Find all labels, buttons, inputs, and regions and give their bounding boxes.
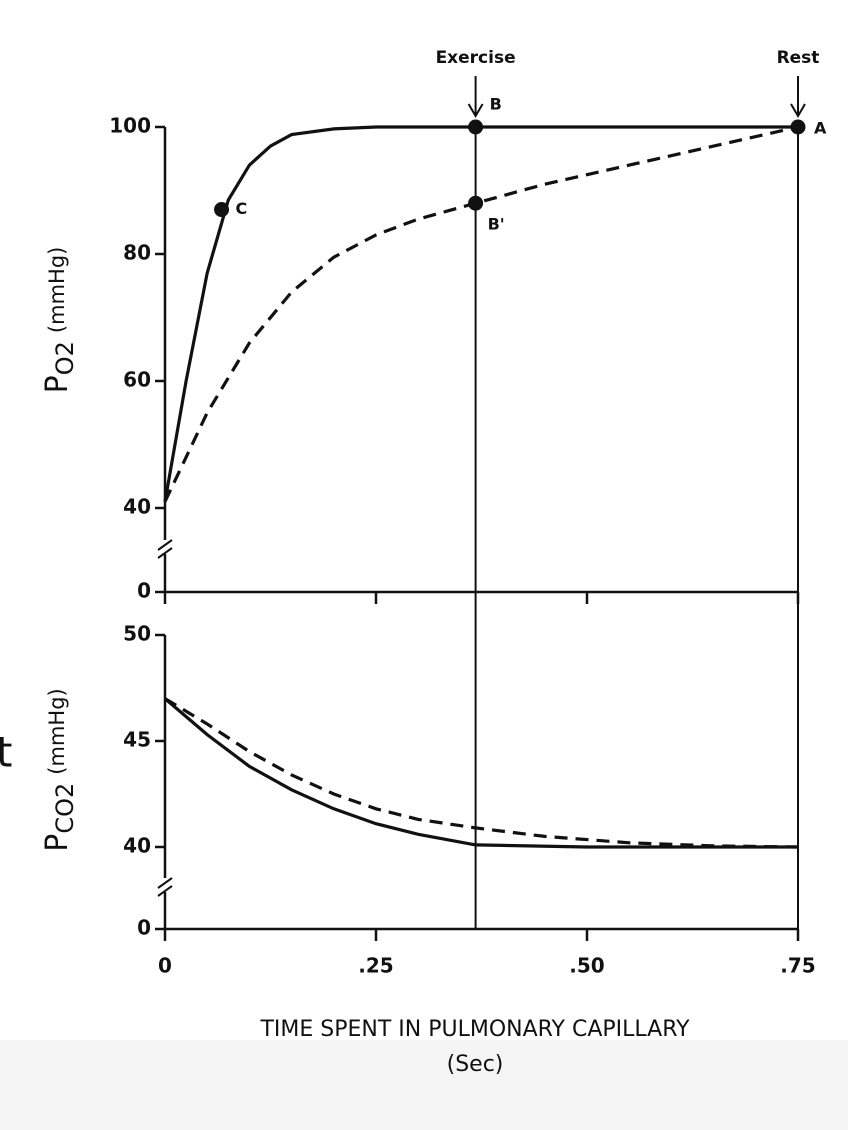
background [0, 0, 848, 1040]
x-axis-label: (Sec) [447, 1052, 504, 1077]
marker-arrowhead [467, 103, 484, 118]
point-label: C [236, 199, 248, 218]
axis-break [157, 885, 173, 897]
x-tick-label: 0 [158, 954, 172, 978]
y-label-subscript: CO2 [51, 783, 79, 834]
y-label-symbol: P [40, 834, 75, 852]
y-tick-label: 40 [123, 495, 151, 519]
y-tick-label: 80 [123, 241, 151, 265]
x-tick-label: .50 [569, 954, 604, 978]
y-label-unit: (mmHg) [45, 688, 69, 774]
y-tick-label: 0 [137, 916, 151, 940]
y-label-subscript: O2 [51, 341, 79, 375]
point-label: A [814, 119, 827, 138]
y-tick-label: 45 [123, 728, 151, 752]
y-tick-label: 0 [137, 579, 151, 603]
x-tick-label: .25 [358, 954, 393, 978]
axis-break [157, 547, 173, 559]
x-axis-label: TIME SPENT IN PULMONARY CAPILLARY [259, 1017, 690, 1042]
line-series [163, 697, 798, 849]
y-axis-label: PCO2 (mmHg) [40, 688, 80, 851]
line-series [163, 125, 798, 502]
point [468, 195, 484, 211]
y-tick-label: 60 [123, 368, 151, 392]
y-tick-label: 40 [123, 834, 151, 858]
point [214, 202, 230, 218]
y-label-unit: (mmHg) [45, 247, 69, 333]
y-label-symbol: P [40, 375, 75, 393]
y-tick-label: 100 [109, 114, 151, 138]
y-tick-label: 50 [123, 622, 151, 646]
y-axis-label: PO2 (mmHg) [40, 247, 80, 394]
x-tick-label: .75 [780, 954, 815, 978]
text-fragment: t [0, 728, 12, 777]
marker-arrowhead [790, 103, 806, 118]
point-label: B' [488, 215, 505, 234]
point [790, 119, 806, 135]
marker-label: Rest [777, 48, 820, 68]
axis-break [157, 877, 173, 889]
point-label: B [490, 95, 502, 114]
marker-label: Exercise [436, 48, 516, 68]
point [468, 119, 484, 135]
line-series [164, 697, 799, 849]
footer-band [0, 1040, 848, 1130]
axis-break [157, 539, 173, 551]
